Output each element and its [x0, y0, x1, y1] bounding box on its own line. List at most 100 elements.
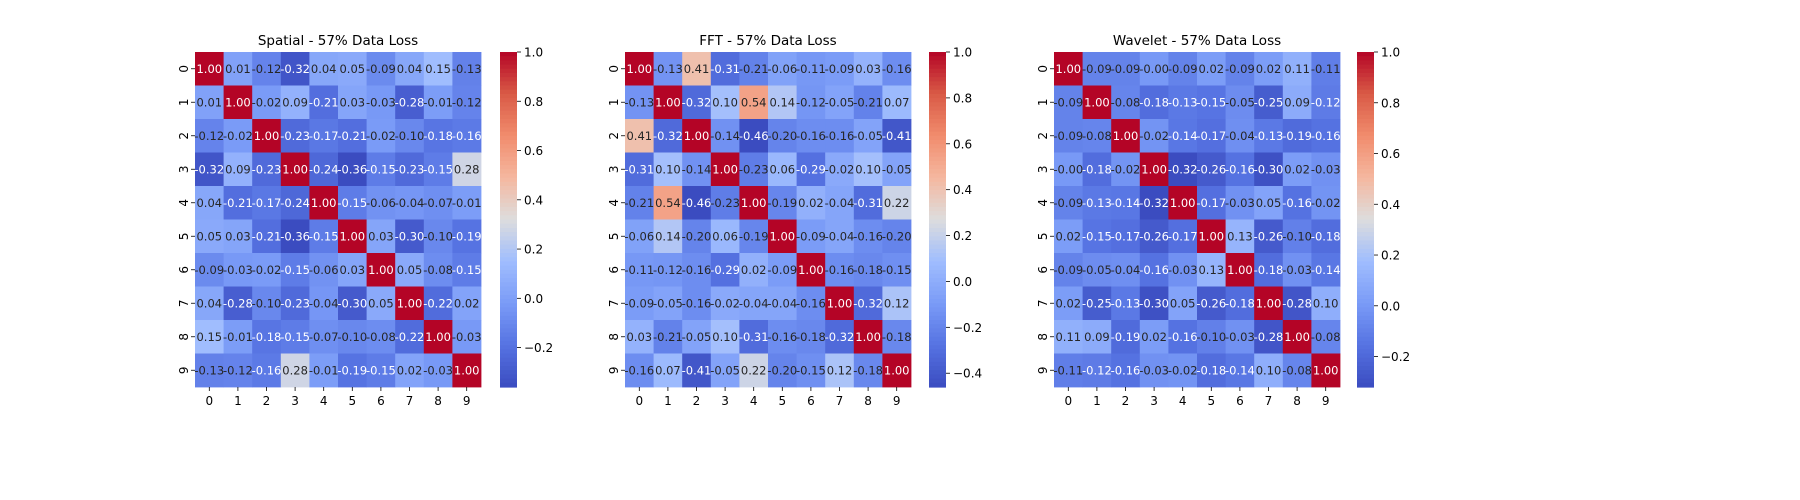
cell-value-label: -0.15 [280, 263, 310, 277]
heatmap-cell [682, 286, 712, 321]
cell-value-label: -0.21 [252, 229, 282, 243]
colorbar-segment [929, 135, 946, 141]
heatmap-cell [338, 186, 367, 220]
cell-value-label: -0.28 [1254, 330, 1284, 344]
heatmap-cell [1197, 353, 1226, 388]
cell-value-label: 0.14 [655, 229, 681, 243]
colorbar-segment [929, 198, 946, 204]
colorbar-segment [929, 156, 946, 162]
colorbar-segment [929, 93, 946, 99]
cell-value-label: -0.03 [223, 263, 253, 277]
cell-value-label: 0.10 [712, 95, 738, 109]
cell-value-label: 1.00 [282, 162, 308, 176]
heatmap-cell [739, 85, 769, 120]
cell-value-label: -0.00 [1139, 62, 1169, 76]
heatmap-cell [423, 119, 453, 153]
heatmap-cell [1311, 320, 1341, 354]
cell-value-label: -0.01 [423, 95, 453, 109]
cell-value-label: -0.09 [767, 263, 797, 277]
cell-value-label: -0.12 [252, 62, 282, 76]
cell-value-label: -0.18 [1311, 229, 1341, 243]
x-tick-label: 8 [434, 394, 442, 408]
heatmap-cell [423, 152, 453, 187]
cell-value-label: -0.16 [252, 363, 282, 377]
heatmap-cell [625, 219, 654, 254]
heatmap-cell [1111, 186, 1141, 220]
heatmap-cell [423, 219, 453, 254]
x-tick-label: 6 [807, 394, 815, 408]
cell-value-label: 0.03 [225, 229, 251, 243]
cell-value-label: -0.10 [337, 330, 367, 344]
colorbar-segment [500, 169, 517, 175]
colorbar-segment [1357, 181, 1374, 187]
heatmap-cell [1139, 353, 1169, 388]
heatmap-cell [882, 152, 912, 187]
colorbar-segment [500, 110, 517, 116]
colorbar-segment [500, 211, 517, 216]
heatmap-cell [1168, 286, 1198, 321]
cell-value-label: -0.16 [624, 363, 654, 377]
heatmap-cell [195, 219, 224, 254]
cell-value-label: 0.05 [1256, 196, 1282, 210]
cell-value-label: -0.18 [252, 330, 282, 344]
colorbar-segment [500, 361, 517, 367]
heatmap-cell [1197, 186, 1226, 220]
colorbar-segment [1357, 248, 1374, 254]
heatmap-cell [1054, 119, 1083, 153]
colorbar-segment [929, 282, 946, 288]
colorbar-segment [929, 215, 946, 221]
heatmap-cell [1254, 353, 1284, 388]
cell-value-label: -0.46 [682, 196, 712, 210]
cell-value-label: 0.22 [884, 196, 910, 210]
colorbar-segment [500, 131, 517, 137]
heatmap-cell [452, 186, 482, 220]
cell-value-label: -0.05 [853, 129, 883, 143]
cell-value-label: -0.16 [452, 129, 482, 143]
x-tick-label: 9 [893, 394, 901, 408]
cell-value-label: -0.09 [1082, 62, 1112, 76]
heatmap-cell [1111, 85, 1141, 120]
heatmap-cell [309, 52, 339, 86]
cell-value-label: -0.11 [796, 62, 826, 76]
cell-value-label: -0.04 [825, 196, 855, 210]
heatmap-cell [223, 119, 253, 153]
colorbar-segment [929, 378, 946, 384]
cell-value-label: 0.05 [339, 62, 365, 76]
heatmap-cell [1168, 152, 1198, 187]
colorbar-segment [929, 261, 946, 267]
cell-value-label: -0.12 [223, 363, 253, 377]
heatmap-cell [1082, 186, 1112, 220]
cell-value-label: -0.23 [395, 162, 425, 176]
cell-value-label: 0.12 [827, 363, 853, 377]
heatmap-cell [252, 286, 282, 321]
cell-value-label: -0.36 [337, 162, 367, 176]
cell-value-label: -0.12 [194, 129, 224, 143]
cell-value-label: -0.13 [1254, 129, 1284, 143]
cell-value-label: -0.06 [366, 196, 396, 210]
colorbar-segment [500, 336, 517, 342]
heatmap-cell [682, 186, 712, 220]
heatmap-cell [1311, 152, 1341, 187]
colorbar-segment [929, 202, 946, 208]
colorbar-segment [500, 144, 517, 149]
heatmap-cell [195, 253, 224, 287]
y-tick-label: 3 [177, 165, 191, 173]
cell-value-label: -0.15 [309, 229, 339, 243]
cell-value-label: 0.13 [1227, 229, 1253, 243]
heatmap-cell [423, 253, 453, 287]
heatmap-cell [1054, 353, 1083, 388]
cell-value-label: 0.11 [1284, 62, 1310, 76]
cell-value-label: -0.10 [252, 296, 282, 310]
heatmap-cell [1311, 85, 1341, 120]
colorbar-segment [929, 119, 946, 124]
cell-value-label: 1.00 [655, 95, 681, 109]
heatmap-cell [395, 219, 425, 254]
colorbar-segment [1357, 294, 1374, 300]
cell-value-label: 1.00 [1284, 330, 1310, 344]
colorbar-segment [500, 106, 517, 112]
cell-value-label: -0.16 [1168, 330, 1198, 344]
cell-value-label: -0.10 [1282, 229, 1312, 243]
cell-value-label: -0.06 [767, 62, 797, 76]
colorbar-segment [500, 152, 517, 158]
